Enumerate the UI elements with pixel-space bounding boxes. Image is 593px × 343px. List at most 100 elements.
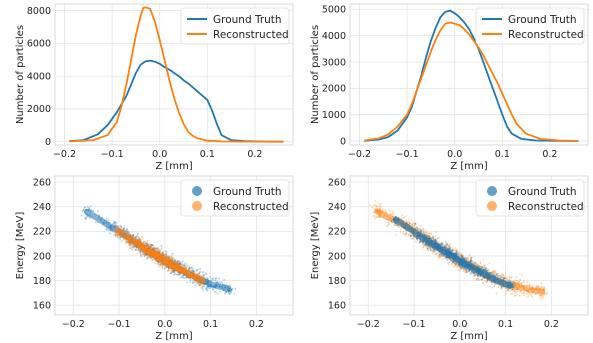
scatter-point <box>132 233 135 236</box>
scatter-point <box>531 285 534 287</box>
scatter-point <box>176 262 179 264</box>
scatter-point <box>372 210 375 213</box>
scatter-point <box>461 266 463 269</box>
scatter-point <box>196 282 198 285</box>
scatter-point <box>171 257 174 260</box>
scatter-point <box>134 237 136 239</box>
scatter-point <box>188 267 190 270</box>
scatter-point <box>489 285 491 288</box>
scatter-point <box>434 239 437 241</box>
scatter-point <box>113 223 116 225</box>
scatter-point <box>443 245 446 248</box>
scatter-point <box>474 274 476 277</box>
scatter-point <box>148 245 151 248</box>
scatter-point <box>403 234 406 236</box>
x-tick-label: 0.2 <box>247 149 262 160</box>
scatter-point <box>197 273 200 275</box>
scatter-point <box>169 258 172 261</box>
scatter-point <box>416 226 418 228</box>
scatter-point <box>410 237 413 240</box>
y-tick-label: 200 <box>33 251 51 262</box>
scatter-point <box>188 267 190 270</box>
scatter-point <box>419 230 421 232</box>
scatter-point <box>527 292 530 294</box>
legend-label: Ground Truth <box>213 14 282 26</box>
x-tick-label: −0.1 <box>108 319 131 330</box>
scatter-point <box>422 241 424 244</box>
scatter-point <box>483 280 486 282</box>
scatter-point <box>392 211 394 213</box>
scatter-point <box>233 293 236 295</box>
scatter-point <box>172 270 175 273</box>
scatter-point <box>387 209 390 212</box>
scatter-point <box>435 253 438 256</box>
scatter-point <box>125 229 128 232</box>
scatter-point <box>212 277 215 280</box>
scatter-point <box>120 226 123 229</box>
scatter-point <box>442 245 445 248</box>
x-tick-label: 0.0 <box>152 149 167 160</box>
scatter-point <box>514 281 517 284</box>
scatter-point <box>425 243 428 246</box>
scatter-point <box>423 244 426 246</box>
scatter-point <box>448 246 450 249</box>
scatter-point <box>206 288 208 291</box>
scatter-point <box>417 239 419 242</box>
scatter-point <box>495 292 498 295</box>
scatter-point <box>509 290 511 292</box>
x-tick-label: 0.1 <box>200 149 215 160</box>
scatter-point <box>538 294 541 297</box>
scatter-point <box>424 243 427 246</box>
scatter-point <box>149 246 152 249</box>
scatter-point <box>160 263 163 265</box>
scatter-point <box>388 222 391 225</box>
scatter-point <box>151 244 154 247</box>
scatter-point <box>168 267 171 270</box>
scatter-point <box>459 265 462 268</box>
scatter-point <box>186 265 189 267</box>
scatter-point <box>231 287 234 290</box>
scatter-point <box>117 225 120 228</box>
scatter-point <box>137 233 139 235</box>
scatter-point <box>113 231 116 234</box>
scatter-point <box>185 267 188 269</box>
scatter-point <box>153 246 156 249</box>
scatter-point <box>461 254 464 257</box>
scatter-point <box>543 287 546 289</box>
scatter-point <box>379 203 382 206</box>
scatter-point <box>459 266 462 268</box>
scatter-point <box>205 272 207 274</box>
scatter-point <box>460 254 463 257</box>
scatter-point <box>540 296 543 299</box>
scatter-point <box>445 255 447 258</box>
legend-swatch <box>192 186 202 196</box>
scatter-point <box>171 257 173 259</box>
scatter-point <box>167 266 170 269</box>
scatter-point <box>169 272 172 275</box>
scatter-point <box>441 242 443 244</box>
scatter-point <box>122 228 125 231</box>
scatter-point <box>472 272 475 274</box>
scatter-point <box>212 279 214 281</box>
scatter-point <box>218 290 221 293</box>
scatter-point <box>455 262 458 264</box>
scatter-point <box>88 207 90 210</box>
scatter-point <box>502 274 504 276</box>
scatter-point <box>201 276 204 278</box>
scatter-point <box>435 252 438 255</box>
scatter-point <box>429 236 432 239</box>
scatter-point <box>468 260 471 263</box>
scatter-point <box>160 251 163 254</box>
scatter-point <box>143 252 146 255</box>
scatter-point <box>170 259 173 261</box>
scatter-point <box>415 237 418 240</box>
y-tick-label: 2000 <box>322 84 346 95</box>
scatter-point <box>428 246 431 248</box>
scatter-point <box>399 231 402 233</box>
scatter-point <box>143 253 146 256</box>
scatter-point <box>460 254 463 256</box>
scatter-point <box>150 257 153 259</box>
scatter-point <box>426 246 429 249</box>
scatter-point <box>140 253 142 256</box>
scatter-point <box>156 260 159 263</box>
